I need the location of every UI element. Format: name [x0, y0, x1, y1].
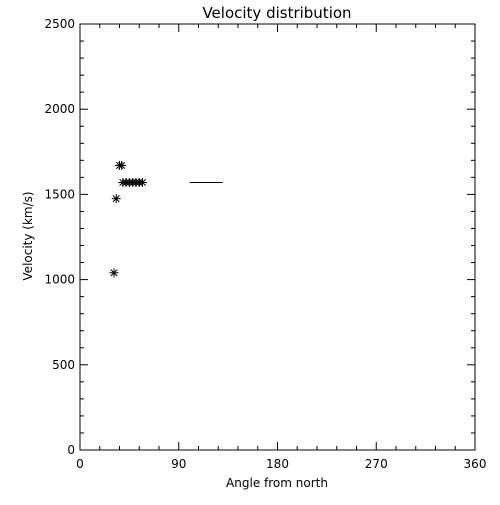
asterisk-stroke [110, 269, 118, 277]
data-point [138, 177, 148, 187]
y-axis-label: Velocity (km/s) [21, 191, 35, 280]
x-tick-label: 180 [266, 457, 289, 471]
y-tick-label: 500 [52, 358, 75, 372]
x-tick-label: 360 [464, 457, 487, 471]
asterisk-stroke [118, 161, 126, 169]
marks-layer [109, 160, 223, 278]
data-point [109, 268, 119, 278]
y-tick-label: 0 [67, 443, 75, 457]
x-tick-label: 90 [171, 457, 186, 471]
y-tick-label: 1000 [44, 273, 75, 287]
y-tick-label: 2500 [44, 17, 75, 31]
x-tick-label: 270 [365, 457, 388, 471]
asterisk-stroke [139, 178, 147, 187]
data-point [117, 160, 127, 170]
data-point [111, 194, 121, 204]
axes-layer: 0 90 180 270 360 0 500 1000 1500 2000 2500 [44, 17, 486, 471]
y-tick-label: 1500 [44, 187, 75, 201]
x-axis-label: Angle from north [226, 476, 328, 490]
chart-title: Velocity distribution [202, 4, 351, 22]
x-tick-label: 0 [76, 457, 84, 471]
asterisk-stroke [112, 195, 120, 203]
y-tick-label: 2000 [44, 102, 75, 116]
